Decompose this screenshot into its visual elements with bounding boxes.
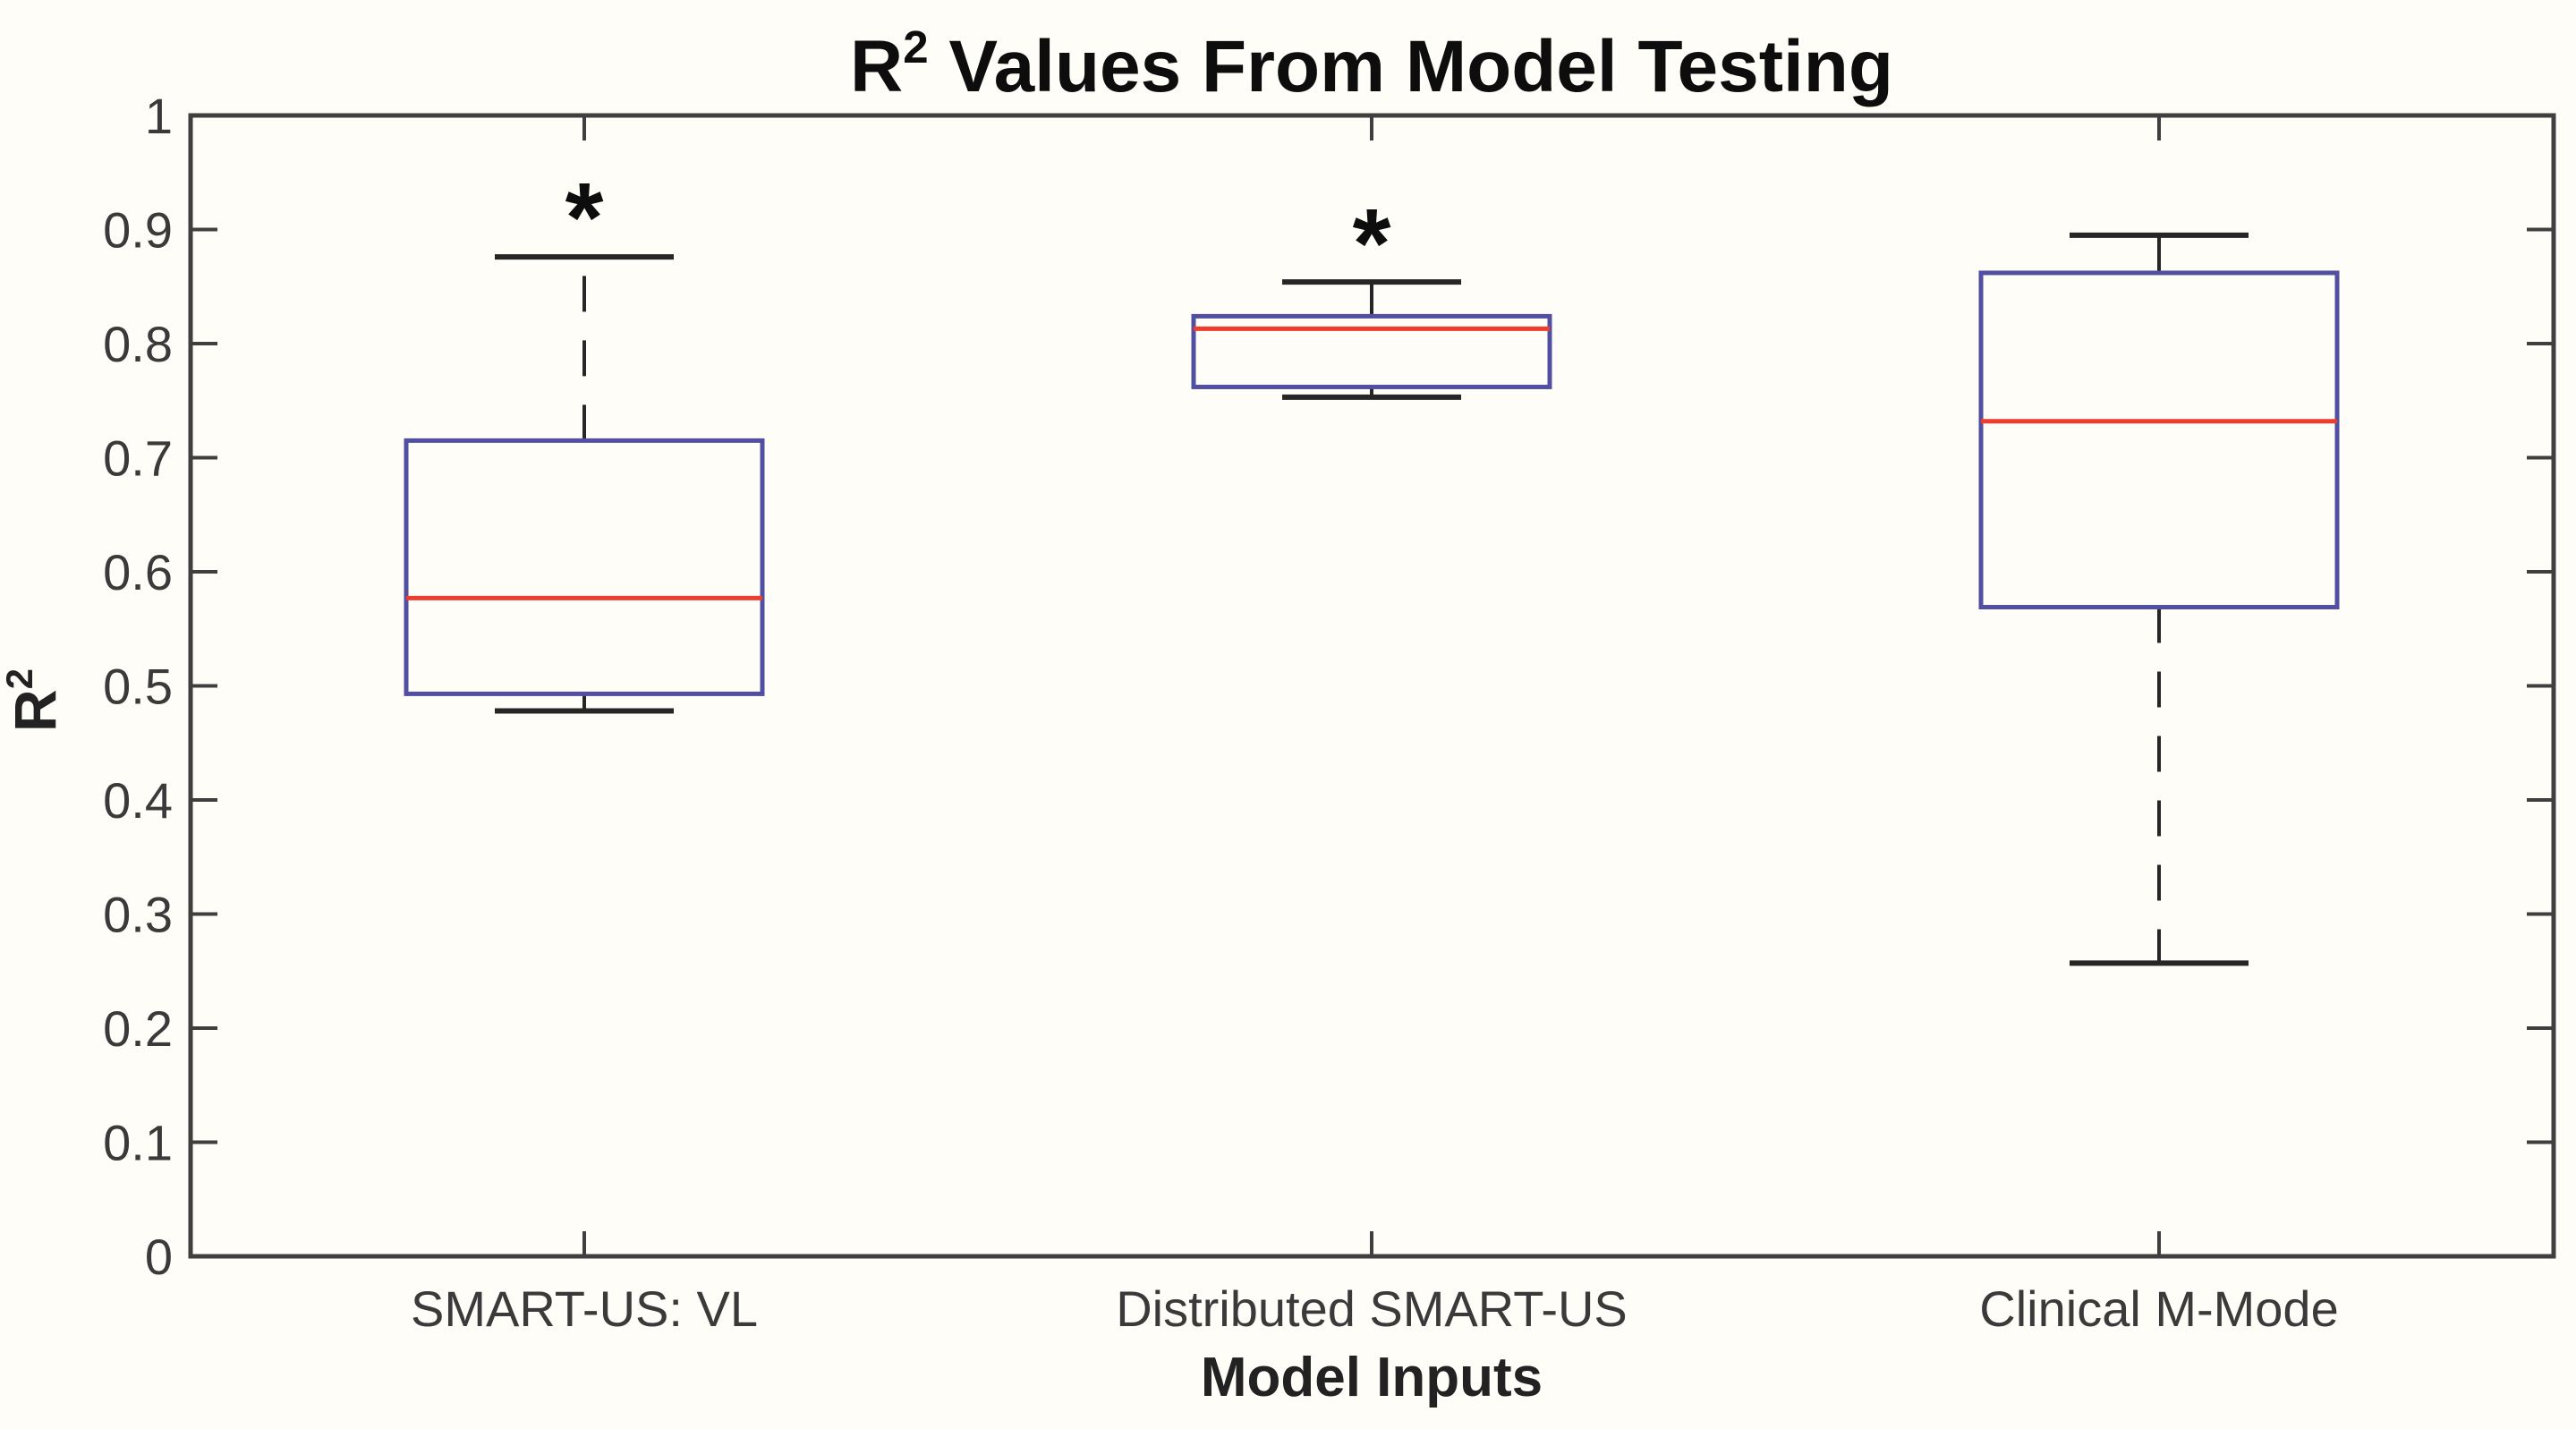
x-tick-label: SMART-US: VL xyxy=(411,1280,758,1337)
y-axis-label: R2 xyxy=(0,668,68,732)
significance-marker: * xyxy=(565,163,604,273)
y-axis: 0 0.1 0.2 0.3 0.4 0.5 0.6 0.7 0.8 0.9 1 xyxy=(103,88,2554,1285)
y-tick-label: 0.7 xyxy=(103,430,173,487)
y-tick-label: 0.3 xyxy=(103,887,173,943)
ylabel-superscript: 2 xyxy=(0,668,40,689)
y-tick-label: 0.6 xyxy=(103,544,173,600)
x-axis: SMART-US: VL Distributed SMART-US Clinical… xyxy=(411,115,2339,1337)
box-group-3 xyxy=(1978,232,2340,966)
y-tick-label: 0.4 xyxy=(103,772,173,829)
x-tick-label: Distributed SMART-US xyxy=(1116,1280,1628,1337)
iqr-box xyxy=(404,438,765,696)
y-tick-label: 0.8 xyxy=(103,316,173,372)
y-tick-label: 0.9 xyxy=(103,202,173,259)
y-tick-label: 0.1 xyxy=(103,1115,173,1171)
box-group-1 xyxy=(404,254,765,714)
y-tick-label: 0.5 xyxy=(103,659,173,715)
chart-title: R2 Values From Model Testing xyxy=(850,21,1893,107)
y-tick-label: 0 xyxy=(145,1229,173,1285)
x-tick-label: Clinical M-Mode xyxy=(1979,1280,2338,1337)
iqr-box xyxy=(1191,313,1552,389)
significance-marker: * xyxy=(1353,189,1391,299)
iqr-box xyxy=(1978,270,2340,610)
x-axis-label: Model Inputs xyxy=(1201,1347,1543,1408)
title-superscript: 2 xyxy=(903,21,928,72)
y-tick-label: 1 xyxy=(145,88,173,144)
box-group-2 xyxy=(1191,279,1552,400)
y-tick-label: 0.2 xyxy=(103,1000,173,1057)
